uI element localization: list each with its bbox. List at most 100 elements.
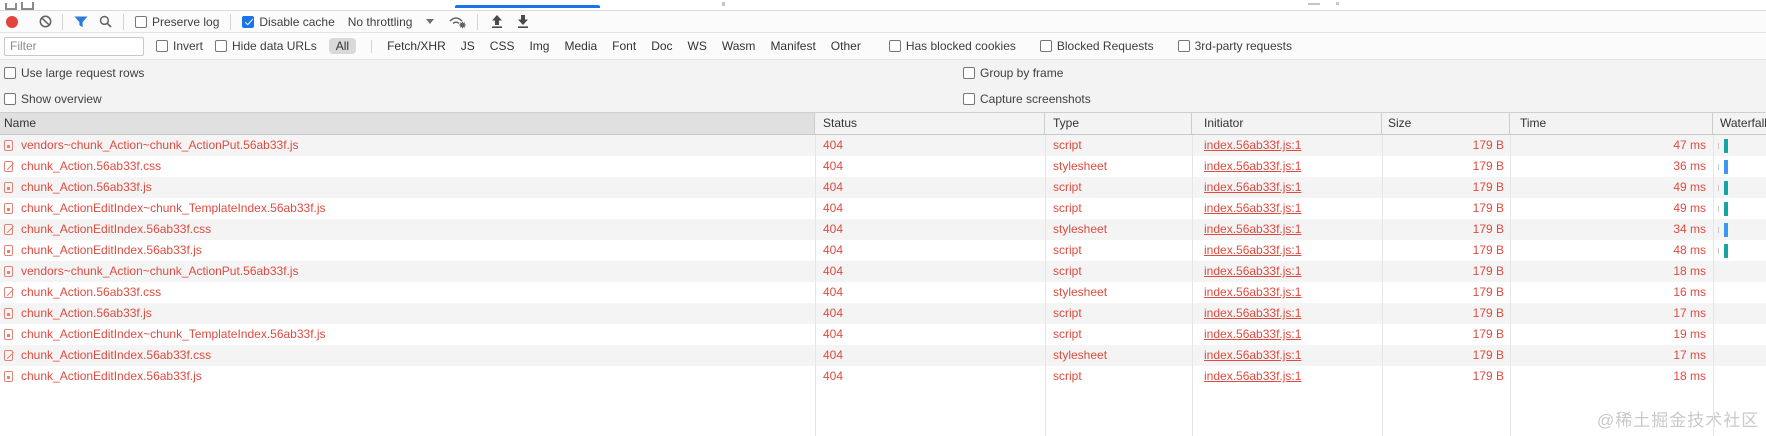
divider: [62, 13, 63, 30]
group-by-frame-checkbox[interactable]: [963, 67, 975, 79]
type-filter-manifest[interactable]: Manifest: [770, 39, 816, 53]
request-initiator-link[interactable]: index.56ab33f.js:1: [1204, 306, 1302, 320]
request-type: script: [1053, 180, 1082, 194]
type-filter-all[interactable]: All: [328, 38, 357, 54]
request-name: chunk_Action.56ab33f.css: [21, 159, 162, 173]
disable-cache-checkbox[interactable]: [242, 15, 255, 28]
type-filter-media[interactable]: Media: [564, 39, 598, 53]
type-filter-js[interactable]: JS: [460, 39, 475, 53]
request-status: 404: [823, 348, 844, 362]
request-waterfall: [1713, 240, 1766, 261]
request-initiator-link[interactable]: index.56ab33f.js:1: [1204, 264, 1302, 278]
file-icon: [4, 140, 13, 151]
request-size: 179 B: [1472, 348, 1504, 362]
column-header-waterfall[interactable]: Waterfall: [1720, 116, 1766, 130]
throttling-select[interactable]: No throttling: [348, 15, 435, 29]
request-status: 404: [823, 180, 844, 194]
request-waterfall: [1713, 198, 1766, 219]
request-name: chunk_ActionEditIndex.56ab33f.css: [21, 222, 212, 236]
request-name: chunk_Action.56ab33f.js: [21, 180, 152, 194]
type-filter-img[interactable]: Img: [529, 39, 550, 53]
request-type: script: [1053, 306, 1082, 320]
file-icon: [4, 203, 13, 214]
third-party-requests-checkbox[interactable]: [1177, 40, 1190, 52]
preserve-log-checkbox[interactable]: [135, 15, 147, 28]
request-type: script: [1053, 201, 1082, 215]
table-row[interactable]: chunk_Action.56ab33f.js 404 script index…: [0, 177, 1766, 198]
type-filter-doc[interactable]: Doc: [651, 39, 673, 53]
request-initiator-link[interactable]: index.56ab33f.js:1: [1204, 327, 1302, 341]
table-row[interactable]: vendors~chunk_Action~chunk_ActionPut.56a…: [0, 261, 1766, 282]
table-row[interactable]: chunk_Action.56ab33f.css 404 stylesheet …: [0, 282, 1766, 303]
column-header-status[interactable]: Status: [815, 113, 1045, 134]
type-filter-wasm[interactable]: Wasm: [721, 39, 756, 53]
import-har-icon[interactable]: [491, 15, 503, 28]
type-filter-ws[interactable]: WS: [687, 39, 707, 53]
record-button[interactable]: [6, 15, 18, 28]
request-waterfall: [1713, 177, 1766, 198]
request-waterfall: [1713, 366, 1766, 387]
table-body: vendors~chunk_Action~chunk_ActionPut.56a…: [0, 135, 1766, 436]
request-time: 18 ms: [1673, 264, 1706, 278]
column-header-name[interactable]: Name: [0, 113, 815, 134]
type-filter-font[interactable]: Font: [612, 39, 637, 53]
request-initiator-link[interactable]: index.56ab33f.js:1: [1204, 138, 1302, 152]
preserve-log-label: Preserve log: [152, 14, 220, 29]
request-waterfall: [1713, 219, 1766, 240]
request-initiator-link[interactable]: index.56ab33f.js:1: [1204, 285, 1302, 299]
has-blocked-cookies-checkbox[interactable]: [888, 40, 901, 52]
request-initiator-link[interactable]: index.56ab33f.js:1: [1204, 201, 1302, 215]
table-row[interactable]: vendors~chunk_Action~chunk_ActionPut.56a…: [0, 135, 1766, 156]
use-large-request-rows-label: Use large request rows: [21, 66, 145, 80]
request-time: 34 ms: [1673, 222, 1706, 236]
request-initiator-link[interactable]: index.56ab33f.js:1: [1204, 348, 1302, 362]
blocked-requests-checkbox[interactable]: [1039, 40, 1052, 52]
filter-input[interactable]: [4, 36, 144, 56]
invert-checkbox[interactable]: [156, 40, 168, 52]
table-row[interactable]: chunk_ActionEditIndex.56ab33f.js 404 scr…: [0, 240, 1766, 261]
waterfall-tick: [1718, 163, 1719, 170]
request-initiator-link[interactable]: index.56ab33f.js:1: [1204, 243, 1302, 257]
hide-data-urls-checkbox[interactable]: [215, 40, 228, 52]
request-size: 179 B: [1472, 159, 1504, 173]
request-time: 16 ms: [1673, 285, 1706, 299]
export-har-icon[interactable]: [517, 15, 529, 28]
table-row[interactable]: chunk_Action.56ab33f.css 404 stylesheet …: [0, 156, 1766, 177]
table-row[interactable]: chunk_ActionEditIndex.56ab33f.js 404 scr…: [0, 366, 1766, 387]
table-row[interactable]: chunk_ActionEditIndex~chunk_TemplateInde…: [0, 198, 1766, 219]
type-filter-fetch-xhr[interactable]: Fetch/XHR: [387, 39, 446, 53]
table-row[interactable]: chunk_Action.56ab33f.js 404 script index…: [0, 303, 1766, 324]
type-filter-css[interactable]: CSS: [489, 39, 515, 53]
request-initiator-link[interactable]: index.56ab33f.js:1: [1204, 159, 1302, 173]
column-header-time[interactable]: Time: [1510, 113, 1713, 134]
request-name: chunk_ActionEditIndex~chunk_TemplateInde…: [21, 327, 326, 341]
clear-button[interactable]: [39, 15, 52, 28]
filter-icon[interactable]: [74, 16, 88, 28]
use-large-request-rows-checkbox[interactable]: [4, 67, 16, 79]
request-status: 404: [823, 369, 844, 383]
network-conditions-icon[interactable]: [448, 14, 468, 29]
device-toolbar-icon[interactable]: [21, 2, 34, 10]
column-header-type[interactable]: Type: [1045, 113, 1192, 134]
search-icon[interactable]: [99, 15, 112, 28]
show-overview-checkbox[interactable]: [4, 93, 16, 105]
request-name: chunk_ActionEditIndex~chunk_TemplateInde…: [21, 201, 326, 215]
chevron-down-icon: [426, 19, 435, 24]
request-time: 17 ms: [1673, 306, 1706, 320]
column-header-initiator[interactable]: Initiator: [1192, 113, 1382, 134]
request-status: 404: [823, 159, 844, 173]
request-initiator-link[interactable]: index.56ab33f.js:1: [1204, 369, 1302, 383]
capture-screenshots-checkbox[interactable]: [963, 93, 975, 105]
request-status: 404: [823, 264, 844, 278]
file-icon: [4, 266, 13, 277]
request-initiator-link[interactable]: index.56ab33f.js:1: [1204, 222, 1302, 236]
table-row[interactable]: chunk_ActionEditIndex.56ab33f.css 404 st…: [0, 345, 1766, 366]
request-type: script: [1053, 138, 1082, 152]
table-row[interactable]: chunk_ActionEditIndex.56ab33f.css 404 st…: [0, 219, 1766, 240]
inspect-icon[interactable]: [5, 3, 17, 10]
table-row[interactable]: chunk_ActionEditIndex~chunk_TemplateInde…: [0, 324, 1766, 345]
request-initiator-link[interactable]: index.56ab33f.js:1: [1204, 180, 1302, 194]
type-filter-other[interactable]: Other: [830, 39, 861, 53]
column-header-size[interactable]: Size: [1382, 113, 1510, 134]
options-row-2: Show overview Capture screenshots: [0, 86, 1766, 112]
